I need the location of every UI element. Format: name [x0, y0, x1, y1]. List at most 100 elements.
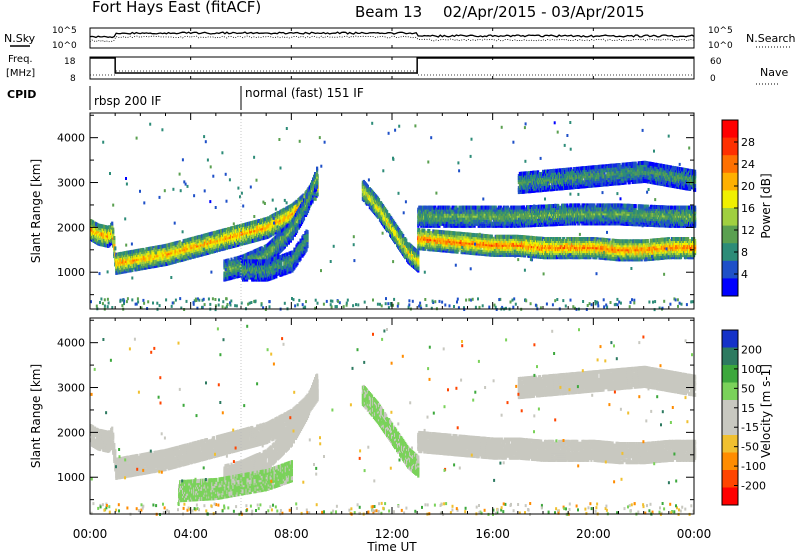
echo-cell — [152, 256, 155, 261]
echo-cell — [92, 220, 95, 225]
freq-trace — [90, 57, 694, 74]
echo-cell — [531, 252, 535, 257]
echo-cell — [289, 269, 292, 274]
echo-cell — [299, 256, 302, 261]
echo-cell — [476, 243, 479, 248]
echo-cell — [565, 239, 568, 243]
echo-cell — [277, 210, 280, 215]
nave-tick-top: 60 — [710, 57, 722, 67]
echo-cell — [137, 258, 140, 263]
nave-tick-bottom: 0 — [710, 74, 716, 84]
echo-cell — [423, 228, 426, 233]
nsky-tick-top: 10^5 — [52, 26, 77, 36]
echo-cell — [446, 248, 449, 253]
echo-cell — [127, 260, 130, 265]
echo-cell — [282, 218, 285, 223]
echo-cell — [316, 192, 319, 197]
echo-cell — [202, 243, 205, 248]
echo-cell — [111, 221, 114, 226]
freq-tick-bottom: 8 — [70, 74, 76, 84]
echo-cell — [280, 258, 283, 263]
echo-cell — [315, 187, 318, 192]
echo-cell — [260, 259, 263, 264]
echo-cell — [259, 220, 262, 225]
echo-cell — [285, 242, 288, 247]
nsearch-tick-top: 10^5 — [708, 26, 733, 36]
echo-cell — [436, 229, 439, 234]
echo-band-5 — [417, 228, 697, 262]
echo-cell — [316, 166, 319, 171]
station-title: Fort Hays East (fitACF) — [92, 0, 261, 16]
echo-cell — [207, 244, 210, 249]
echo-cell — [225, 245, 229, 250]
echo-cell — [473, 233, 476, 238]
echo-cell — [431, 235, 434, 240]
echo-band-3 — [241, 229, 309, 282]
echo-cell — [230, 275, 233, 280]
nsky-trace — [89, 31, 695, 39]
echo-cell — [295, 199, 298, 204]
echo-cell — [422, 232, 425, 237]
echo-cell — [297, 241, 300, 246]
echo-cell — [447, 238, 450, 243]
power-heatmap — [90, 113, 697, 312]
echo-band-1 — [90, 174, 319, 275]
echo-cell — [296, 261, 299, 266]
echo-cell — [127, 250, 130, 255]
echo-cell — [272, 251, 275, 256]
echo-cell — [542, 236, 545, 241]
echo-cell — [131, 268, 134, 272]
echo-cell — [377, 198, 381, 203]
cpid-segment-2: normal (fast) 151 IF — [245, 86, 364, 100]
echo-cell — [202, 233, 205, 238]
freq-unit-label: [MHz] — [6, 68, 35, 79]
echo-cell — [265, 261, 268, 266]
echo-cell — [417, 260, 420, 265]
echo-cell — [316, 172, 319, 177]
echo-cell — [113, 236, 116, 240]
echo-cell — [172, 245, 175, 250]
echo-cell — [386, 210, 389, 215]
echo-cell — [427, 241, 430, 246]
echo-cell — [316, 184, 319, 189]
echo-cell — [176, 254, 179, 259]
echo-cell — [434, 229, 437, 234]
nsearch-tick-bottom: 10^0 — [708, 41, 733, 51]
echo-cell — [274, 220, 277, 225]
nave-label: Nave — [760, 66, 788, 79]
echo-cell — [469, 232, 472, 237]
nsearch-label: N.Search — [746, 32, 796, 45]
echo-cell — [174, 259, 177, 264]
echo-cell — [230, 257, 233, 262]
echo-cell — [277, 240, 280, 245]
echo-cell — [532, 236, 536, 241]
echo-cell — [295, 229, 299, 234]
echo-cell — [463, 232, 466, 237]
echo-cell — [250, 250, 253, 255]
echo-cell — [366, 184, 369, 189]
echo-cell — [240, 227, 243, 232]
echo-cell — [272, 231, 275, 236]
echo-cell — [112, 227, 115, 232]
echo-cell — [132, 259, 135, 264]
echo-cell — [534, 250, 538, 255]
freq-label: Freq. — [8, 54, 33, 65]
echo-cell — [215, 248, 218, 253]
echo-cell — [316, 188, 319, 193]
echo-cell — [302, 216, 306, 221]
nave-trace — [90, 70, 694, 76]
echo-cell — [402, 234, 405, 238]
echo-cell — [306, 240, 309, 245]
date-range: 02/Apr/2015 - 03/Apr/2015 — [443, 3, 645, 21]
echo-cell — [418, 228, 421, 233]
echo-cell — [522, 239, 526, 244]
echo-cell — [97, 233, 100, 238]
cpid-label: CPID — [7, 88, 36, 101]
echo-cell — [565, 243, 568, 248]
echo-cell — [490, 234, 493, 239]
echo-cell — [186, 256, 189, 261]
echo-cell — [417, 258, 420, 263]
echo-cell — [436, 231, 439, 236]
echo-cell — [527, 235, 531, 240]
